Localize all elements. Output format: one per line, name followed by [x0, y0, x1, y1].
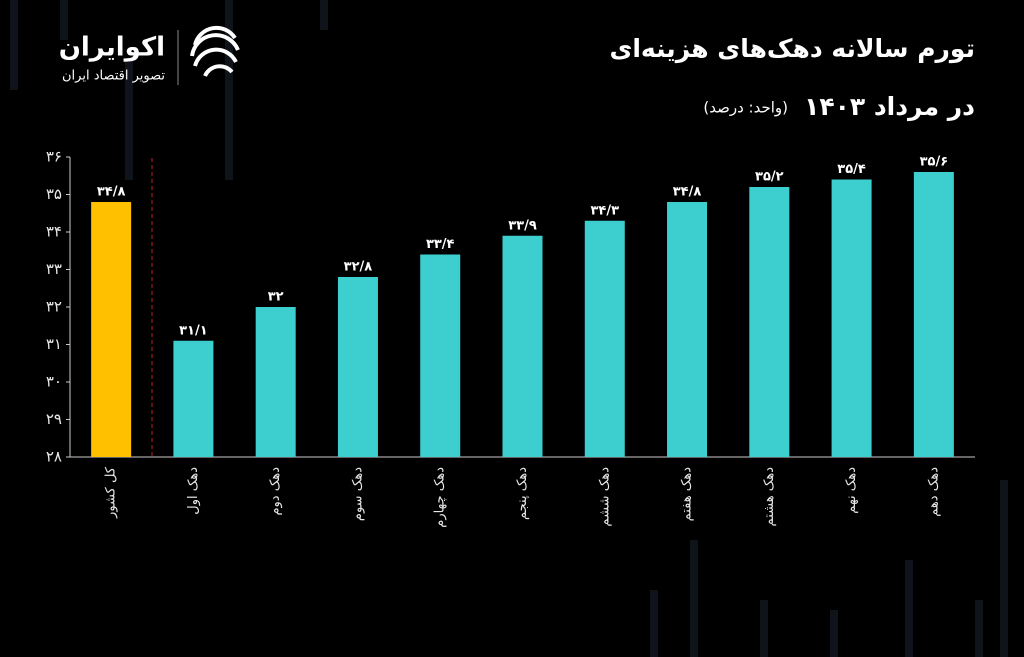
- value-label: ۳۴/۳: [590, 203, 619, 218]
- x-tick-label: دهک دوم: [268, 467, 283, 516]
- value-label: ۳۲/۸: [344, 260, 373, 275]
- value-label: ۳۵/۲: [755, 170, 784, 185]
- value-label: ۳۲: [268, 290, 284, 305]
- value-label: ۳۵/۶: [920, 155, 949, 170]
- y-tick-label: ۳۳: [46, 260, 62, 278]
- bar: [91, 202, 132, 457]
- bar: [502, 235, 543, 457]
- x-tick-label: دهک اول: [186, 467, 201, 515]
- bar: [913, 172, 954, 457]
- x-tick-label: دهک ششم: [597, 467, 612, 527]
- chart-subtitle: در مرداد ۱۴۰۳: [804, 92, 975, 122]
- y-tick-label: ۳۵: [46, 185, 62, 203]
- logo-icon: [190, 25, 240, 77]
- x-tick-label: دهک چهارم: [433, 467, 448, 528]
- value-label: ۳۱/۱: [179, 323, 208, 338]
- value-label: ۳۴/۸: [97, 185, 126, 200]
- x-tick-label: کل کشور: [104, 466, 119, 519]
- unit-note: (واحد: درصد): [703, 99, 788, 117]
- logo-name: اکوایران: [59, 33, 165, 63]
- value-label: ۳۳/۹: [508, 218, 537, 233]
- bar: [667, 202, 708, 457]
- value-label: ۳۳/۴: [426, 237, 455, 252]
- y-tick-label: ۳۴: [46, 223, 62, 241]
- value-label: ۳۵/۴: [837, 162, 866, 177]
- y-tick-label: ۳۶: [46, 148, 62, 166]
- bar: [420, 254, 461, 457]
- x-tick-label: دهک هشتم: [762, 467, 777, 527]
- bar: [255, 307, 296, 457]
- bar: [337, 277, 378, 457]
- y-tick-label: ۲۹: [46, 410, 62, 428]
- bar: [584, 220, 625, 457]
- chart-title: تورم سالانه دهک‌های هزینه‌ای: [609, 34, 975, 64]
- x-tick-label: دهک نهم: [844, 467, 859, 514]
- bar: [749, 187, 790, 457]
- y-tick-label: ۳۰: [46, 373, 62, 391]
- value-label: ۳۴/۸: [673, 185, 702, 200]
- x-tick-label: دهک هفتم: [680, 467, 695, 522]
- bar: [831, 179, 872, 457]
- x-tick-label: دهک پنجم: [515, 467, 530, 520]
- y-tick-label: ۳۲: [46, 298, 62, 316]
- x-tick-label: دهک سوم: [350, 467, 365, 521]
- background-decoration: [10, 0, 1008, 657]
- bar: [173, 340, 214, 457]
- x-tick-label: دهک دهم: [926, 467, 941, 517]
- y-tick-label: ۳۱: [46, 335, 62, 353]
- logo-tagline: تصویر اقتصاد ایران: [62, 69, 165, 84]
- y-tick-label: ۲۸: [46, 448, 62, 466]
